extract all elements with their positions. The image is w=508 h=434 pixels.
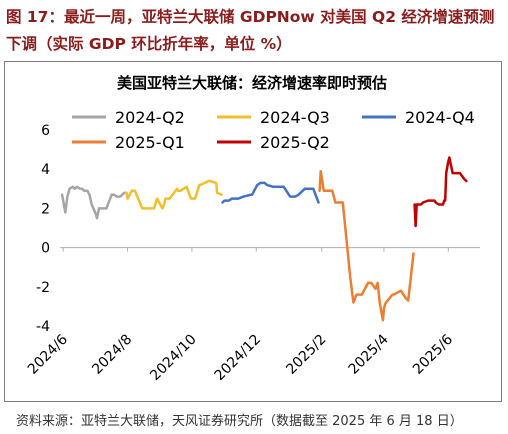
series-line-2024-q3 <box>125 179 223 210</box>
y-axis: -4 -2 0 2 4 6 <box>36 123 50 335</box>
y-tick-label: -4 <box>36 319 50 335</box>
figure-title: 图 17：最近一周，亚特兰大联储 GDPNow 对美国 Q2 经济增速预测下调（… <box>6 8 495 53</box>
x-tick-label: 2024/12 <box>212 332 264 384</box>
legend-label-2025-q2: 2025-Q2 <box>260 133 330 152</box>
x-tick-label: 2025/6 <box>410 331 456 377</box>
legend: 2024-Q2 2024-Q3 2024-Q4 2025-Q1 2025-Q2 <box>72 108 475 152</box>
chart-frame <box>4 61 502 402</box>
x-tick-label: 2024/10 <box>147 332 199 384</box>
chart-title: 美国亚特兰大联储：经济增速率即时预估 <box>117 74 387 92</box>
series-line-2025-q2 <box>413 156 468 228</box>
x-tick-label: 2024/8 <box>89 332 135 378</box>
legend-label-2024-q3: 2024-Q3 <box>260 108 330 127</box>
y-tick-label: 4 <box>41 162 50 178</box>
series-line-2024-q4 <box>221 181 320 204</box>
series-layer <box>60 156 468 322</box>
series-line-2025-q1 <box>318 169 415 322</box>
legend-label-2025-q1: 2025-Q1 <box>115 133 185 152</box>
y-tick-label: 0 <box>41 241 50 257</box>
y-tick-label: 2 <box>41 201 50 217</box>
x-tick-label: 2024/6 <box>25 331 71 377</box>
y-tick-label: 6 <box>41 123 50 139</box>
legend-label-2024-q4: 2024-Q4 <box>405 108 475 127</box>
source-note: 资料来源：亚特兰大联储，天风证券研究所（数据截至 2025 年 6 月 18 日… <box>16 414 463 429</box>
series-line-2024-q2 <box>60 185 126 220</box>
y-tick-label: -2 <box>36 280 50 296</box>
x-tick-label: 2025/2 <box>283 332 329 378</box>
legend-label-2024-q2: 2024-Q2 <box>115 108 185 127</box>
x-tick-label: 2025/4 <box>346 331 392 377</box>
